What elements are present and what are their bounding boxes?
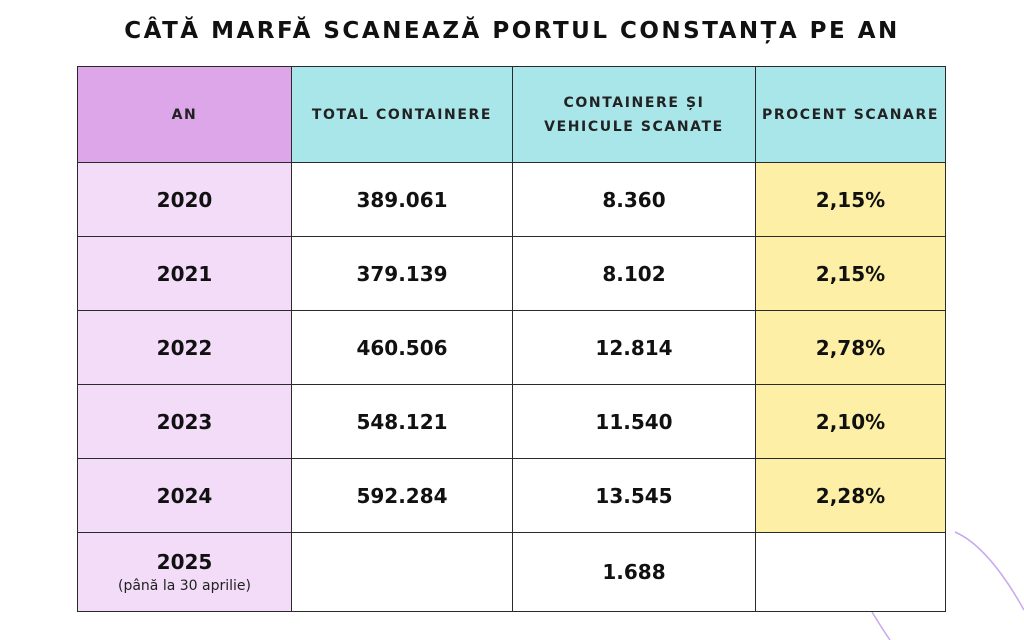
header-percent: PROCENT SCANARE <box>755 66 946 163</box>
year-value: 2024 <box>156 483 213 508</box>
cell-year: 2020 <box>77 162 292 237</box>
cell-scanned: 1.688 <box>512 532 756 612</box>
decorative-curve-line-lower <box>871 611 891 640</box>
cell-total: 379.139 <box>291 236 513 311</box>
cell-total <box>291 532 513 612</box>
cell-total: 548.121 <box>291 384 513 459</box>
cell-scanned: 8.360 <box>512 162 756 237</box>
decorative-curve-line <box>954 531 1024 611</box>
page-title: CÂTĂ MARFĂ SCANEAZĂ PORTUL CONSTANȚA PE … <box>124 18 900 44</box>
table-row: 2025 (până la 30 aprilie) 1.688 <box>77 532 946 612</box>
cell-total: 460.506 <box>291 310 513 385</box>
table-row: 2022 460.506 12.814 2,78% <box>77 310 946 385</box>
table-row: 2021 379.139 8.102 2,15% <box>77 236 946 311</box>
cell-percent: 2,10% <box>755 384 946 459</box>
cell-scanned: 11.540 <box>512 384 756 459</box>
cell-percent: 2,15% <box>755 236 946 311</box>
header-scanned-line1: CONTAINERE ȘI <box>563 94 705 111</box>
header-total-containers: TOTAL CONTAINERE <box>291 66 513 163</box>
year-value: 2023 <box>156 409 213 434</box>
year-value: 2025 <box>156 549 213 574</box>
table-header-row: AN TOTAL CONTAINERE CONTAINERE ȘI VEHICU… <box>77 66 946 163</box>
cell-percent: 2,15% <box>755 162 946 237</box>
year-note: (până la 30 aprilie) <box>118 577 251 594</box>
year-value: 2020 <box>156 187 213 212</box>
cell-scanned: 12.814 <box>512 310 756 385</box>
table-row: 2024 592.284 13.545 2,28% <box>77 458 946 533</box>
cell-percent: 2,78% <box>755 310 946 385</box>
year-value: 2022 <box>156 335 213 360</box>
header-year: AN <box>77 66 292 163</box>
cell-scanned: 13.545 <box>512 458 756 533</box>
table-row: 2023 548.121 11.540 2,10% <box>77 384 946 459</box>
year-value: 2021 <box>156 261 213 286</box>
cell-scanned: 8.102 <box>512 236 756 311</box>
cell-year: 2025 (până la 30 aprilie) <box>77 532 292 612</box>
table-row: 2020 389.061 8.360 2,15% <box>77 162 946 237</box>
cell-year: 2024 <box>77 458 292 533</box>
scan-table: AN TOTAL CONTAINERE CONTAINERE ȘI VEHICU… <box>77 66 946 612</box>
cell-year: 2022 <box>77 310 292 385</box>
cell-year: 2023 <box>77 384 292 459</box>
header-scanned-line2: VEHICULE SCANATE <box>544 118 724 135</box>
cell-total: 592.284 <box>291 458 513 533</box>
header-scanned: CONTAINERE ȘI VEHICULE SCANATE <box>512 66 756 163</box>
cell-percent-empty <box>755 532 946 612</box>
cell-percent: 2,28% <box>755 458 946 533</box>
cell-total: 389.061 <box>291 162 513 237</box>
cell-year: 2021 <box>77 236 292 311</box>
